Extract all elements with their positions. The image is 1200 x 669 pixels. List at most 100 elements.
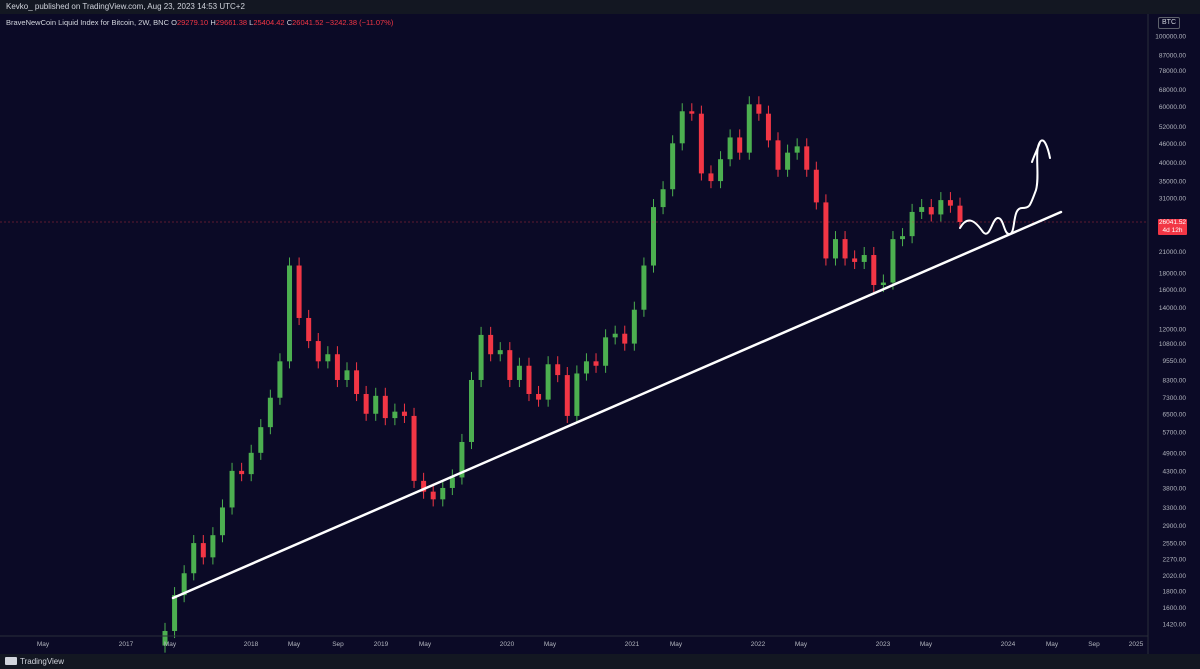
price-tick-label: 4300.00	[1163, 468, 1187, 475]
candle-body	[593, 361, 599, 366]
trendline-drawing[interactable]	[171, 210, 1063, 600]
price-axis[interactable]: 100000.00 87000.00 78000.00 68000.00 60000.0…	[1155, 34, 1186, 629]
price-tick-label: 9550.00	[1163, 358, 1187, 365]
time-tick-label: 2025	[1129, 641, 1144, 648]
candle-body	[277, 361, 283, 398]
candle-body	[718, 159, 724, 182]
price-tick-label: 46000.00	[1159, 141, 1186, 148]
candle-body	[679, 111, 685, 144]
candle-body	[516, 365, 522, 380]
tradingview-brand: TradingView	[20, 657, 65, 666]
candle-body	[708, 173, 714, 182]
candle-body	[287, 265, 293, 362]
price-tick-label: 3300.00	[1163, 505, 1187, 512]
candle-body	[334, 354, 340, 380]
time-tick-label: 2022	[751, 641, 766, 648]
footer-bar: TradingView	[0, 654, 1200, 669]
open-value: 29279.10	[176, 18, 209, 27]
candle-body	[890, 239, 896, 283]
candle-body	[488, 334, 494, 355]
candle-body	[622, 333, 628, 344]
candle-body	[478, 334, 484, 380]
candle-body	[440, 487, 446, 500]
symbol-legend: BraveNewCoin Liquid Index for Bitcoin, 2…	[6, 18, 393, 27]
candle-body	[794, 146, 800, 153]
time-tick-label: May	[37, 641, 50, 648]
candle-body	[631, 309, 637, 344]
time-tick-label: May	[920, 641, 933, 648]
candle-body	[698, 113, 704, 174]
candle-body	[382, 395, 388, 419]
candle-body	[373, 395, 379, 414]
candle-body	[449, 477, 455, 488]
price-tick-label: 87000.00	[1159, 53, 1186, 60]
candle-body	[258, 427, 264, 453]
price-tick-label: 40000.00	[1159, 160, 1186, 167]
price-tick-label: 14000.00	[1159, 305, 1186, 312]
candle-body	[947, 200, 953, 206]
time-tick-label: May	[164, 641, 177, 648]
candle-body	[545, 364, 551, 400]
price-tick-label: 2550.00	[1163, 541, 1187, 548]
candle-body	[219, 507, 225, 536]
candle-body	[459, 441, 465, 478]
candle-body	[880, 282, 886, 286]
tradingview-logo[interactable]: TradingView	[5, 657, 64, 666]
candle-body	[421, 480, 427, 492]
symbol-name[interactable]: BraveNewCoin Liquid Index for Bitcoin, 2…	[6, 18, 169, 27]
open-label: O	[171, 18, 177, 27]
time-axis[interactable]: May 2017 May 2018 May Sep 2019 May 2020 May 2021 Ma…	[37, 641, 1144, 648]
bar-countdown: 4d 12h	[1162, 227, 1183, 234]
candle-body	[564, 375, 570, 416]
candle-body	[162, 630, 168, 646]
candle-body	[363, 393, 369, 414]
candle-body	[306, 317, 312, 342]
candle-body	[689, 111, 695, 114]
last-price-badge: 26041.52 4d 12h	[1158, 219, 1187, 235]
candle-body	[804, 146, 810, 170]
price-tick-label: 1420.00	[1163, 622, 1187, 629]
candle-body	[191, 543, 197, 574]
price-tick-label: 21000.00	[1159, 249, 1186, 256]
candle-body	[660, 189, 666, 208]
candle-body	[823, 202, 829, 259]
low-value: 25404.42	[253, 18, 285, 27]
candle-body	[641, 265, 647, 310]
price-tick-label: 60000.00	[1159, 104, 1186, 111]
publish-bar: Kevko_ published on TradingView.com, Aug…	[0, 0, 1200, 14]
candle-body	[737, 137, 743, 153]
change-value: −3242.38 (−11.07%)	[325, 18, 394, 27]
candle-body	[229, 470, 235, 508]
candle-body	[746, 104, 752, 153]
projection-drawing[interactable]	[959, 139, 1051, 236]
high-label: H	[210, 18, 216, 27]
time-tick-label: 2017	[119, 641, 134, 648]
candle-body	[315, 341, 321, 362]
candle-body	[861, 255, 867, 262]
symbol-badge[interactable]: BTC	[1158, 17, 1180, 29]
price-tick-label: 35000.00	[1159, 179, 1186, 186]
candle-body	[909, 211, 915, 237]
candle-body	[871, 255, 877, 286]
candle-body	[919, 207, 925, 212]
candle-body	[938, 200, 944, 215]
time-tick-label: May	[795, 641, 808, 648]
candle-body	[210, 535, 216, 558]
price-tick-label: 2020.00	[1163, 573, 1187, 580]
price-tick-label: 6500.00	[1163, 411, 1187, 418]
time-tick-label: 2023	[876, 641, 891, 648]
candle-body	[775, 140, 781, 170]
candle-body	[354, 370, 360, 394]
candle-body	[507, 350, 513, 380]
candle-body	[267, 397, 273, 428]
close-value: 26041.52	[292, 18, 324, 27]
last-price-value: 26041.52	[1158, 219, 1187, 226]
price-tick-label: 1600.00	[1163, 605, 1187, 612]
candle-body	[411, 415, 417, 481]
candle-body	[583, 361, 589, 374]
time-tick-label: 2018	[244, 641, 259, 648]
candle-body	[612, 333, 618, 338]
price-tick-label: 16000.00	[1159, 287, 1186, 294]
